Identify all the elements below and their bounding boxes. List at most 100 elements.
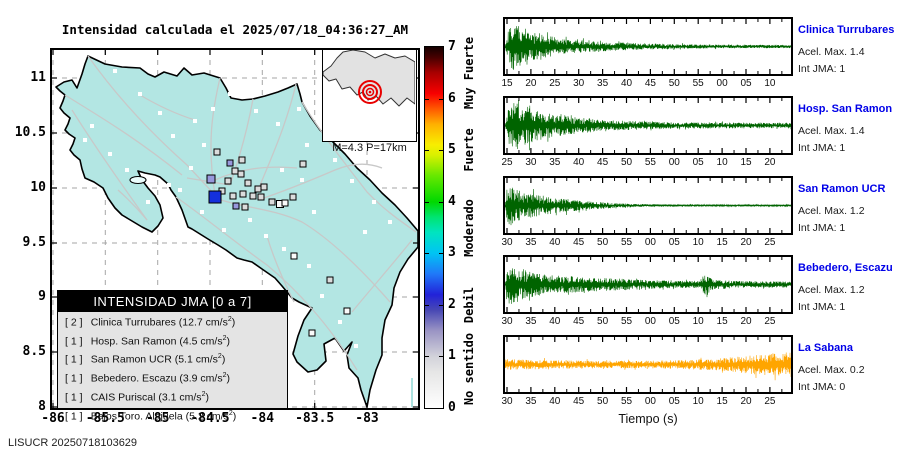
waveform-accel-max: Acel. Max. 0.2 <box>798 364 865 376</box>
legend-entry-station: CAIS Puriscal (3.1 cm/s <box>90 391 202 404</box>
legend-entry-intensity: [ 1 ] <box>65 410 91 423</box>
costa-rica-map <box>52 50 418 408</box>
colorbar-category-label: Muy Fuerte <box>462 36 476 109</box>
town-marker <box>171 134 175 138</box>
waveform-x-tick-label: 00 <box>644 316 656 327</box>
colorbar-tick <box>439 150 443 152</box>
legend-entry-intensity: [ 1 ] <box>65 353 91 366</box>
waveform-int-jma: Int JMA: 1 <box>798 142 846 154</box>
road <box>87 55 216 196</box>
town-marker <box>146 200 150 204</box>
waveform-x-tick-label: 30 <box>573 78 585 89</box>
town-marker <box>158 111 162 115</box>
seismogram-svg <box>504 257 792 312</box>
station-marker <box>237 170 245 178</box>
legend-entry-station: Bebedero. Escazu (3.9 cm/s <box>90 372 223 385</box>
town-marker <box>138 92 142 96</box>
waveform-x-tick-label: 40 <box>573 157 585 168</box>
colorbar-tick <box>425 150 429 152</box>
map-y-tick-label: 8 <box>38 399 46 414</box>
waveform-x-tick-label: 10 <box>692 316 704 327</box>
waveform-x-tick-label: 40 <box>549 396 561 407</box>
town-marker <box>108 152 112 156</box>
station-marker <box>260 183 268 191</box>
town-marker <box>254 109 258 113</box>
colorbar-category-label: Debil <box>462 286 476 323</box>
legend-entry-station: San Ramon UCR (5.1 cm/s <box>90 353 218 366</box>
town-marker <box>320 294 324 298</box>
waveform-x-tick-label: 55 <box>692 78 704 89</box>
waveform-x-tick-label: 20 <box>740 316 752 327</box>
station-marker <box>226 159 234 167</box>
intensity-legend: INTENSIDAD JMA [0 a 7] [ 2 ] Clinica Tur… <box>57 290 288 422</box>
waveform-x-tick-label: 55 <box>620 316 633 327</box>
waveform-x-tick-label: 00 <box>716 78 728 89</box>
colorbar-tick <box>425 356 429 358</box>
road <box>257 163 383 201</box>
waveform-int-jma: Int JMA: 1 <box>798 222 846 234</box>
waveform-x-tick-label: 05 <box>740 78 752 89</box>
waveform-plot-4 <box>503 255 793 314</box>
waveform-x-tick-label: 05 <box>668 316 680 327</box>
station-marker <box>343 307 351 315</box>
town-marker <box>276 122 280 126</box>
waveform-x-tick-label: 55 <box>620 237 633 248</box>
waveform-x-tick-label: 05 <box>692 157 704 168</box>
waveform-x-tick-label: 45 <box>573 316 585 327</box>
station-marker <box>281 199 289 207</box>
magnitude-depth-label: M=4.3 P=17km <box>332 142 407 154</box>
seismogram-svg <box>504 337 792 392</box>
station-marker <box>232 202 240 210</box>
road <box>229 98 254 186</box>
town-marker <box>300 178 304 182</box>
map-x-tick-label: -84.5 <box>190 411 230 426</box>
waveform-int-jma: Int JMA: 0 <box>798 381 846 393</box>
waveform-x-tick-label: 05 <box>668 237 680 248</box>
town-marker <box>90 124 94 128</box>
seismogram-trace <box>504 187 792 226</box>
map-y-tick-label: 10 <box>30 180 46 195</box>
time-axis-label: Tiempo (s) <box>618 412 678 426</box>
waveform-x-tick-label: 45 <box>644 78 656 89</box>
station-marker <box>290 252 298 260</box>
legend-entry: [ 1 ] Bebedero. Escazu (3.9 cm/s2) <box>65 372 230 385</box>
station-marker <box>308 329 316 337</box>
waveform-x-tick-label: 30 <box>525 157 537 168</box>
road <box>214 166 298 181</box>
waveform-plot-3 <box>503 176 793 235</box>
intensity-colorbar <box>424 46 444 409</box>
legend-entry: [ 1 ] San Ramon UCR (5.1 cm/s2) <box>65 353 226 366</box>
waveform-x-tick-label: 25 <box>764 237 776 248</box>
colorbar-tick <box>425 253 429 255</box>
waveform-plot-2 <box>503 96 793 155</box>
colorbar-tick <box>425 201 429 203</box>
colorbar-tick <box>439 253 443 255</box>
waveform-x-tick-label: 00 <box>668 157 680 168</box>
station-marker <box>257 193 265 201</box>
waveform-x-tick-label: 05 <box>668 396 680 407</box>
station-marker <box>241 203 249 211</box>
inset-landmass <box>322 49 416 107</box>
town-marker <box>200 210 204 214</box>
waveform-x-tick-label: 00 <box>644 237 656 248</box>
map-y-tick-label: 9 <box>38 289 46 304</box>
legend-entry: [ 1 ] Hosp. San Ramon (4.5 cm/s2) <box>65 334 230 348</box>
waveform-x-tick-label: 35 <box>525 316 537 327</box>
epicenter-target-icon <box>362 84 378 100</box>
colorbar-tick-label: 6 <box>448 90 456 106</box>
station-marker <box>208 190 222 204</box>
map-x-tick-label: -83 <box>355 411 379 426</box>
waveform-x-tick-label: 20 <box>740 237 752 248</box>
town-marker <box>280 168 284 172</box>
legend-header: INTENSIDAD JMA [0 a 7] <box>58 291 287 312</box>
road <box>351 239 413 313</box>
seismogram-svg <box>504 98 792 153</box>
colorbar-tick-label: 5 <box>448 142 456 158</box>
road <box>257 83 297 191</box>
legend-entry-station: Clinica Turrubares (12.7 cm/s <box>90 316 228 329</box>
waveform-x-tick-label: 50 <box>597 396 609 407</box>
road <box>175 196 358 371</box>
town-marker <box>125 168 129 172</box>
legend-entry-intensity: [ 1 ] <box>65 335 91 348</box>
